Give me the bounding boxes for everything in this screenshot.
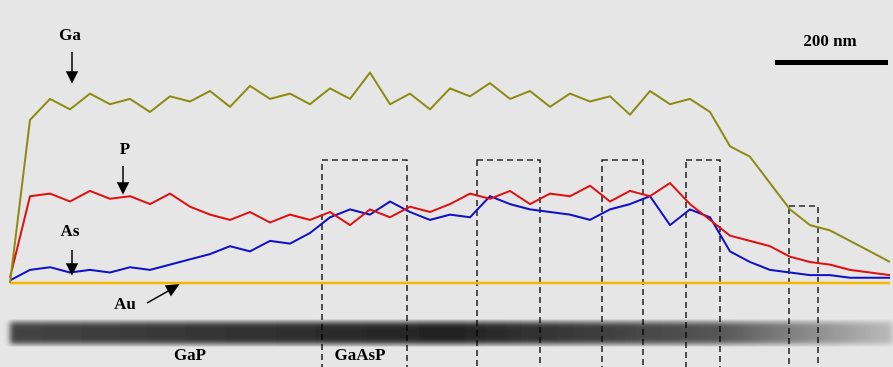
nanowire-image [10, 322, 893, 344]
region-label: GaAsP [335, 345, 386, 364]
series-label: P [120, 139, 130, 158]
figure: Ga P As Au GaP GaAsP 200 nm [0, 0, 893, 367]
scale-bar [775, 60, 888, 65]
series-label: Au [114, 294, 136, 313]
series-label: As [61, 221, 80, 240]
series-label: Ga [59, 25, 81, 44]
region-label: GaP [174, 345, 206, 364]
scale-bar-label: 200 nm [803, 31, 856, 50]
